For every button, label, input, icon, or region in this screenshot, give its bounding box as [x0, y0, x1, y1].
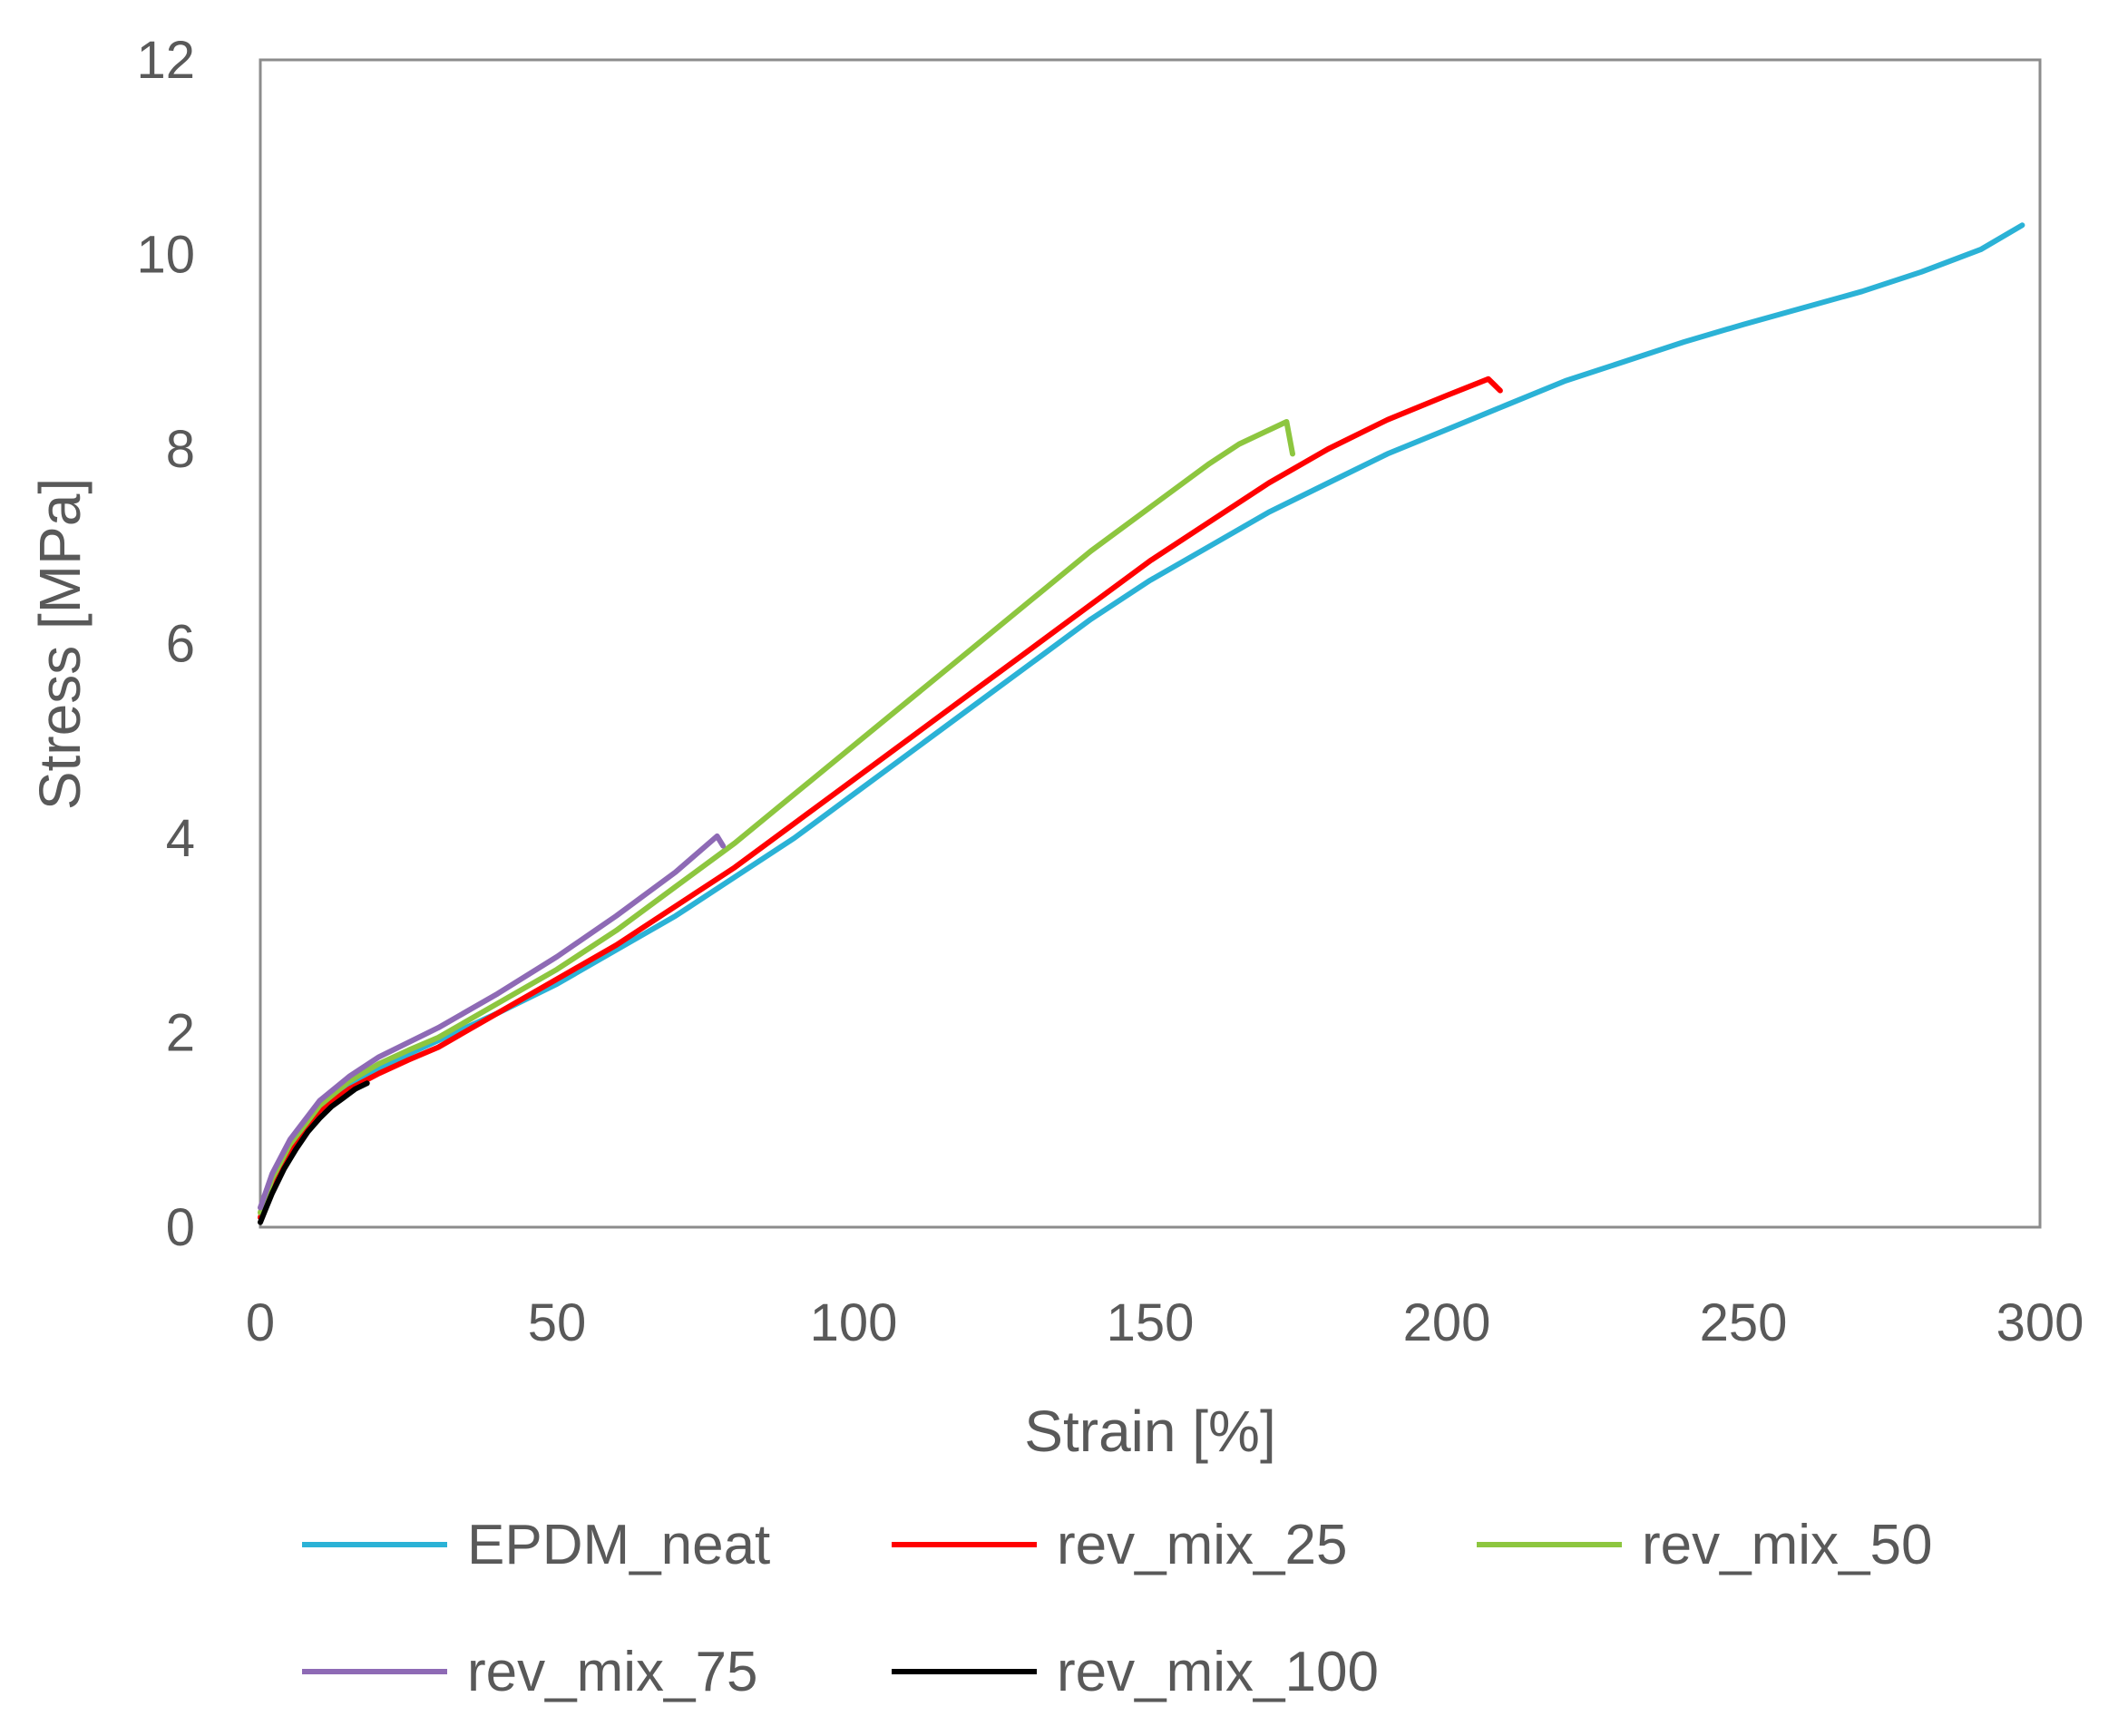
series-line-rev-mix-25 [258, 375, 1503, 1221]
x-tick-labels: 0 50 100 150 200 250 300 [246, 1293, 2084, 1352]
x-tick-label: 250 [1700, 1293, 1788, 1352]
legend-label-rev-mix-25: rev_mix_25 [1057, 1514, 1347, 1576]
x-tick-label: 50 [528, 1293, 587, 1352]
y-axis-title: Stress [MPa] [27, 478, 93, 810]
y-tick-label: 12 [136, 31, 195, 90]
x-tick-label: 300 [1996, 1293, 2084, 1352]
x-axis-title: Strain [%] [1024, 1399, 1275, 1464]
legend-label-rev-mix-75: rev_mix_75 [467, 1641, 757, 1703]
y-tick-label: 6 [166, 615, 195, 674]
y-tick-label: 2 [166, 1004, 195, 1063]
x-tick-label: 150 [1107, 1293, 1195, 1352]
x-tick-label: 200 [1403, 1293, 1491, 1352]
series-line-rev-mix-100 [258, 1080, 370, 1225]
series-line-rev-mix-75 [258, 833, 727, 1211]
legend-label-epdm-neat: EPDM_neat [467, 1514, 770, 1576]
series-line-epdm-neat [258, 222, 2025, 1221]
series-layer [258, 222, 2025, 1225]
y-tick-label: 0 [166, 1198, 195, 1257]
legend-label-rev-mix-50: rev_mix_50 [1642, 1514, 1932, 1576]
plot-area [259, 58, 2042, 1229]
y-tick-label: 8 [166, 420, 195, 479]
x-tick-label: 100 [810, 1293, 898, 1352]
y-tick-label: 10 [136, 226, 195, 285]
legend: EPDM_neat rev_mix_25 rev_mix_50 rev_mix_75 r… [302, 1514, 1932, 1703]
x-tick-label: 0 [246, 1293, 275, 1352]
y-tick-labels: 0 2 4 6 8 10 12 [136, 31, 195, 1257]
legend-label-rev-mix-100: rev_mix_100 [1057, 1641, 1379, 1703]
series-line-rev-mix-50 [258, 419, 1295, 1215]
y-tick-label: 4 [166, 809, 195, 868]
